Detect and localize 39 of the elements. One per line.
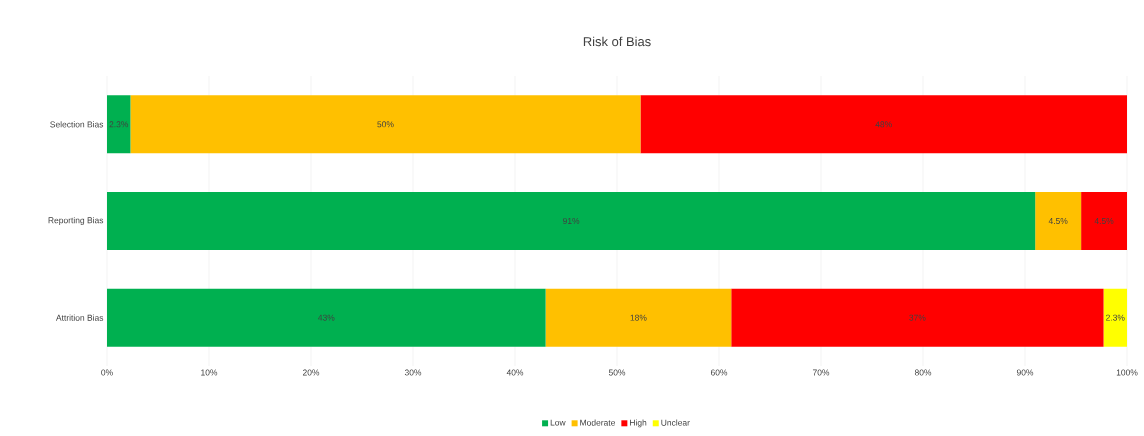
data-label: 37% xyxy=(909,314,926,321)
y-tick-label: Attrition Bias xyxy=(55,314,104,321)
bar xyxy=(1103,288,1128,347)
x-tick-label: 20% xyxy=(302,369,320,376)
legend-label: Unclear xyxy=(661,419,690,426)
x-tick-label: 50% xyxy=(608,369,626,376)
legend-label: Low xyxy=(550,419,566,426)
x-tick-label: 40% xyxy=(506,369,524,376)
data-label: 50% xyxy=(377,121,394,128)
y-tick-label: Reporting Bias xyxy=(48,217,104,225)
bar xyxy=(640,95,1128,154)
data-label: 91% xyxy=(563,218,580,224)
data-label: 4.5% xyxy=(1048,218,1068,224)
bar xyxy=(545,288,732,347)
x-tick-label: 100% xyxy=(1116,369,1138,376)
x-tick-label: 0% xyxy=(101,369,113,376)
bar xyxy=(107,288,546,347)
legend-label: Moderate xyxy=(580,419,615,426)
x-tick-label: 70% xyxy=(812,369,830,376)
x-tick-label: 90% xyxy=(1016,369,1034,376)
x-tick-label: 30% xyxy=(404,369,422,376)
bar xyxy=(107,192,1036,250)
x-tick-label: 60% xyxy=(710,369,728,376)
bar xyxy=(130,95,641,154)
y-tick-label: Selection Bias xyxy=(50,121,104,128)
legend-label: High xyxy=(630,419,647,428)
bar xyxy=(1081,192,1128,250)
data-label: 18% xyxy=(630,314,647,321)
bar xyxy=(731,288,1104,347)
data-label: 2.3% xyxy=(109,121,129,128)
x-tick-label: 10% xyxy=(201,369,218,376)
data-label: 48% xyxy=(875,121,892,128)
bar xyxy=(1035,192,1082,250)
data-label: 43% xyxy=(318,314,335,321)
data-label: 2.3% xyxy=(1106,314,1125,321)
bar xyxy=(107,95,131,154)
data-label: 4.5% xyxy=(1094,218,1114,224)
chart-title: Risk of Bias xyxy=(583,36,651,47)
x-tick-label: 80% xyxy=(914,369,932,376)
